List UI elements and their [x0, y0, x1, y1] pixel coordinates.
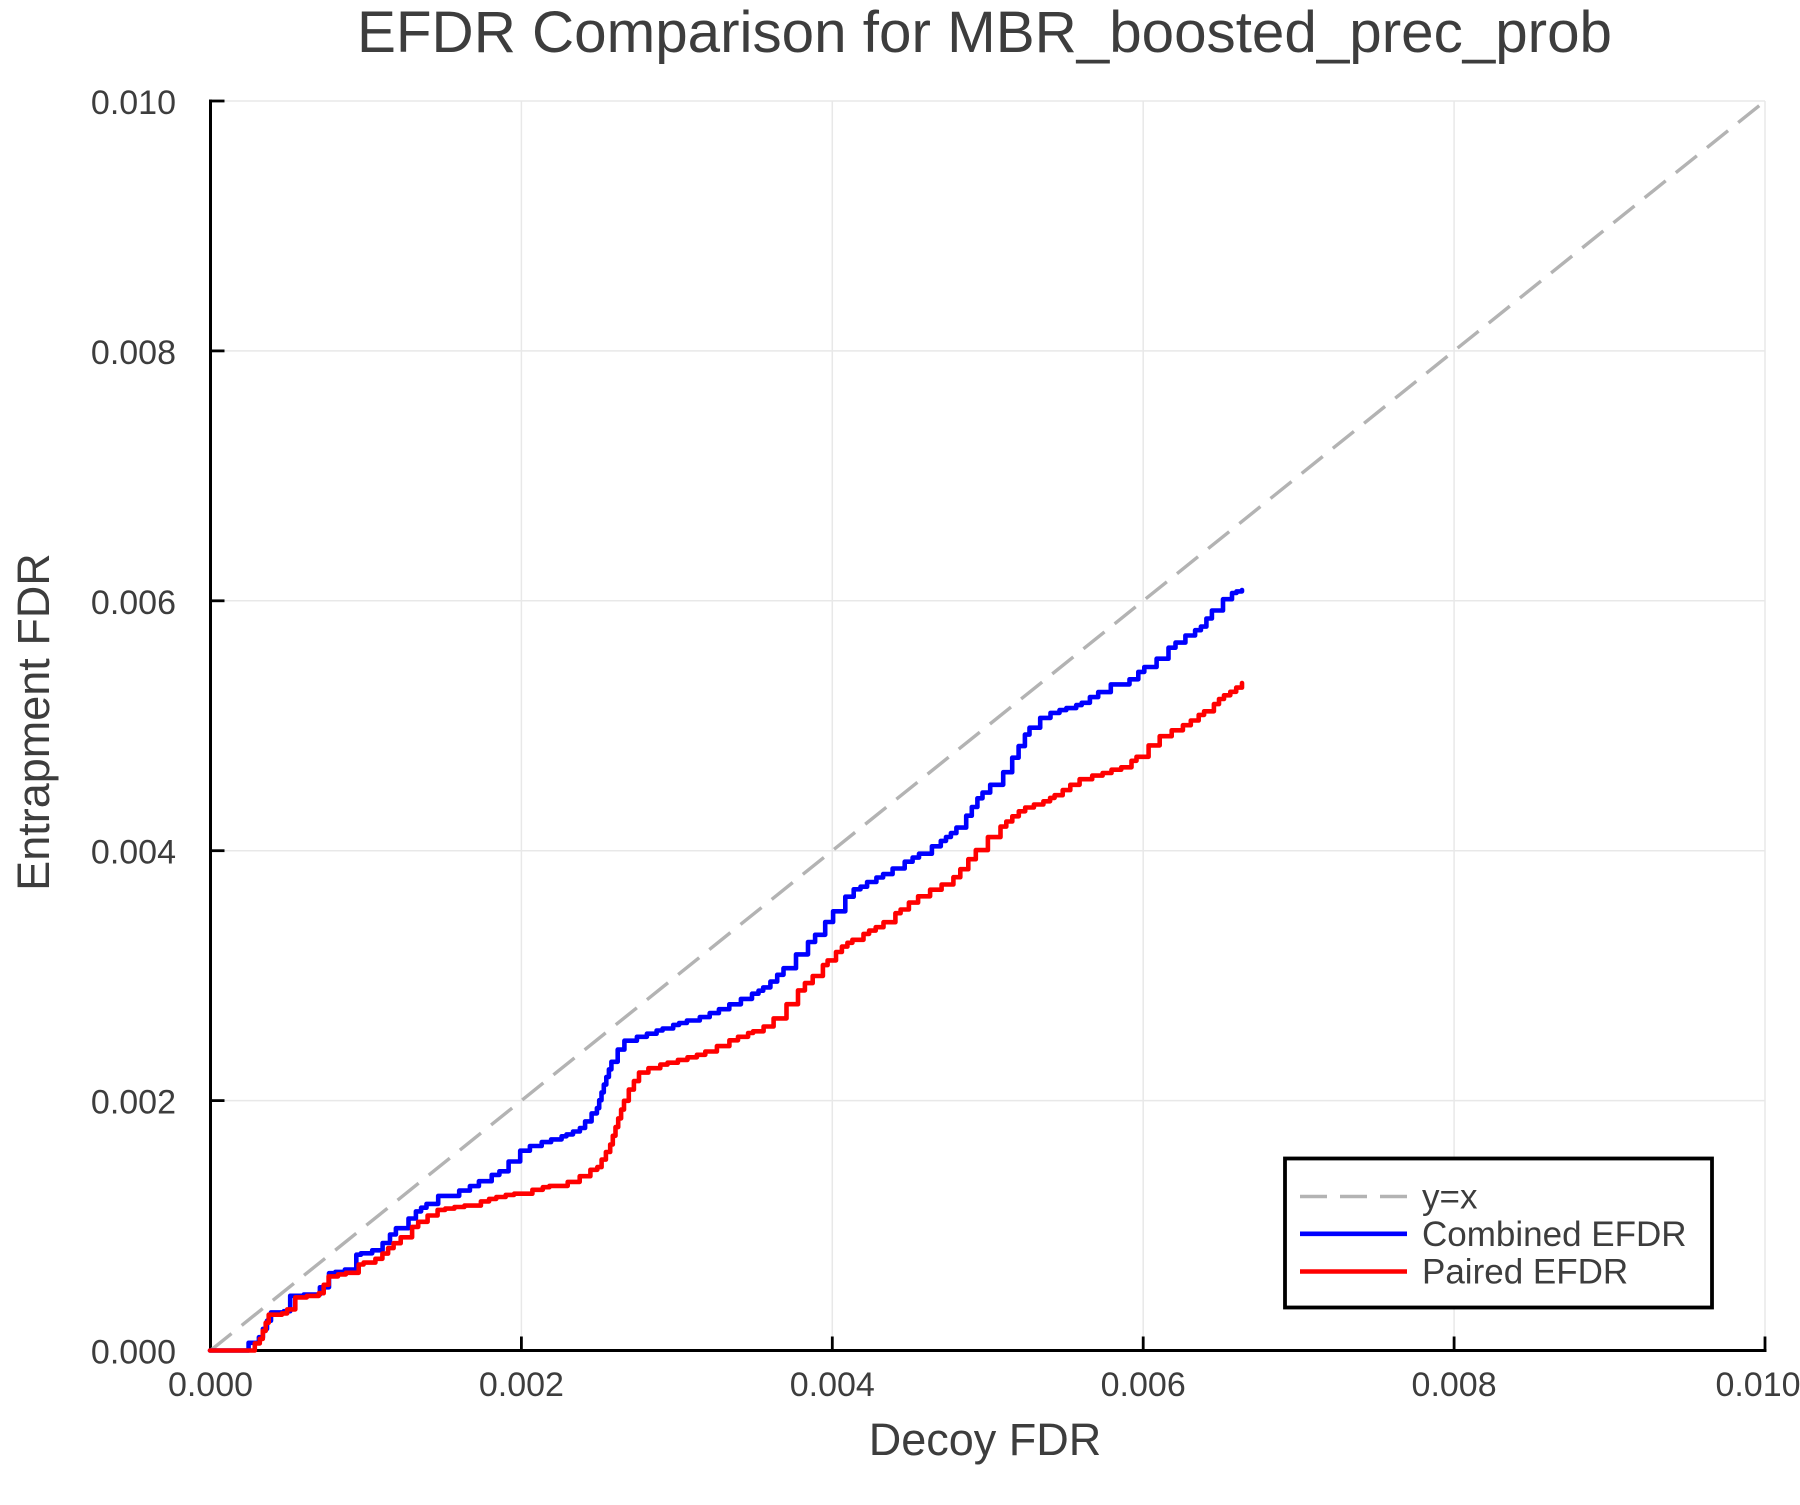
svg-text:0.004: 0.004: [91, 834, 176, 872]
svg-text:0.000: 0.000: [168, 1366, 253, 1404]
svg-text:EFDR Comparison for MBR_booste: EFDR Comparison for MBR_boosted_prec_pro…: [357, 0, 1612, 65]
svg-text:Decoy FDR: Decoy FDR: [869, 1414, 1102, 1465]
svg-text:0.002: 0.002: [91, 1084, 176, 1122]
svg-text:y=x: y=x: [1422, 1178, 1478, 1217]
svg-text:Combined EFDR: Combined EFDR: [1422, 1215, 1687, 1254]
svg-text:0.010: 0.010: [1715, 1366, 1800, 1404]
svg-text:Entrapment FDR: Entrapment FDR: [8, 553, 59, 891]
svg-text:0.008: 0.008: [91, 334, 176, 372]
svg-text:0.000: 0.000: [91, 1334, 176, 1372]
svg-text:0.002: 0.002: [479, 1366, 564, 1404]
svg-text:Paired EFDR: Paired EFDR: [1422, 1253, 1628, 1292]
svg-text:0.004: 0.004: [790, 1366, 875, 1404]
svg-text:0.006: 0.006: [1101, 1366, 1186, 1404]
svg-text:0.010: 0.010: [91, 84, 176, 122]
svg-text:0.006: 0.006: [91, 584, 176, 622]
svg-text:0.008: 0.008: [1412, 1366, 1497, 1404]
